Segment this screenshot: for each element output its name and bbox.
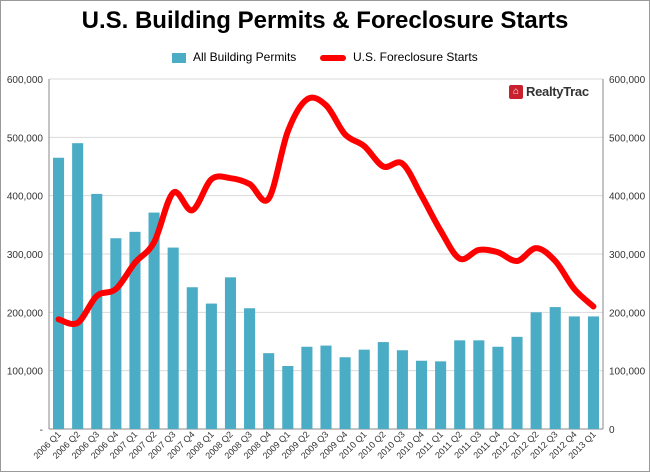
y-tick-label: 100,000 xyxy=(7,367,44,378)
bar xyxy=(473,340,485,429)
bar xyxy=(282,366,294,429)
chart-title: U.S. Building Permits & Foreclosure Star… xyxy=(81,7,569,34)
y-tick-label: - xyxy=(40,425,43,436)
bar xyxy=(492,346,504,429)
y2-tick-label: 500,000 xyxy=(609,133,646,144)
y-tick-label: 500,000 xyxy=(7,133,44,144)
bar xyxy=(263,353,275,429)
y2-tick-label: 200,000 xyxy=(609,308,646,319)
bar xyxy=(396,350,408,429)
y-tick-label: 400,000 xyxy=(7,192,44,203)
bar xyxy=(91,193,103,429)
y2-tick-label: 400,000 xyxy=(609,192,646,203)
y-tick-label: 600,000 xyxy=(7,75,44,86)
bar xyxy=(320,345,332,429)
legend-swatch-permits xyxy=(172,52,187,63)
bar xyxy=(53,157,65,429)
y-tick-label: 200,000 xyxy=(7,308,44,319)
legend: All Building Permits U.S. Foreclosure St… xyxy=(1,49,649,64)
bar xyxy=(358,349,370,429)
bar xyxy=(224,277,237,429)
legend-item-permits: All Building Permits xyxy=(172,50,296,64)
house-icon: ⌂ xyxy=(509,84,523,99)
legend-label-foreclosures: U.S. Foreclosure Starts xyxy=(353,49,478,64)
logo-text: RealtyTrac xyxy=(526,84,589,100)
y-tick-label: 300,000 xyxy=(7,250,44,261)
bar xyxy=(415,360,428,429)
legend-item-foreclosures: U.S. Foreclosure Starts xyxy=(319,49,478,64)
legend-swatch-foreclosures xyxy=(319,54,346,61)
y2-tick-label: 300,000 xyxy=(609,250,646,261)
y2-tick-label: 0 xyxy=(609,425,615,436)
legend-label-permits: All Building Permits xyxy=(192,49,297,64)
bar xyxy=(339,357,351,429)
bar xyxy=(110,238,122,429)
bar xyxy=(167,247,179,429)
bar xyxy=(186,287,198,429)
realtytrac-logo: ⌂ RealtyTrac xyxy=(509,83,595,103)
bar xyxy=(587,316,599,429)
bar xyxy=(549,307,561,429)
bar xyxy=(244,308,256,429)
bar xyxy=(454,340,466,429)
y2-tick-label: 100,000 xyxy=(609,367,646,378)
bar xyxy=(435,361,447,429)
bar xyxy=(511,336,523,429)
bar xyxy=(301,346,313,429)
bar xyxy=(148,212,160,429)
bar xyxy=(72,143,84,429)
bar xyxy=(530,312,542,429)
y2-tick-label: 600,000 xyxy=(609,75,646,86)
bar xyxy=(205,303,217,429)
bar xyxy=(568,316,580,429)
bar xyxy=(129,231,141,429)
foreclosure-line xyxy=(55,94,597,328)
bar xyxy=(377,342,389,429)
